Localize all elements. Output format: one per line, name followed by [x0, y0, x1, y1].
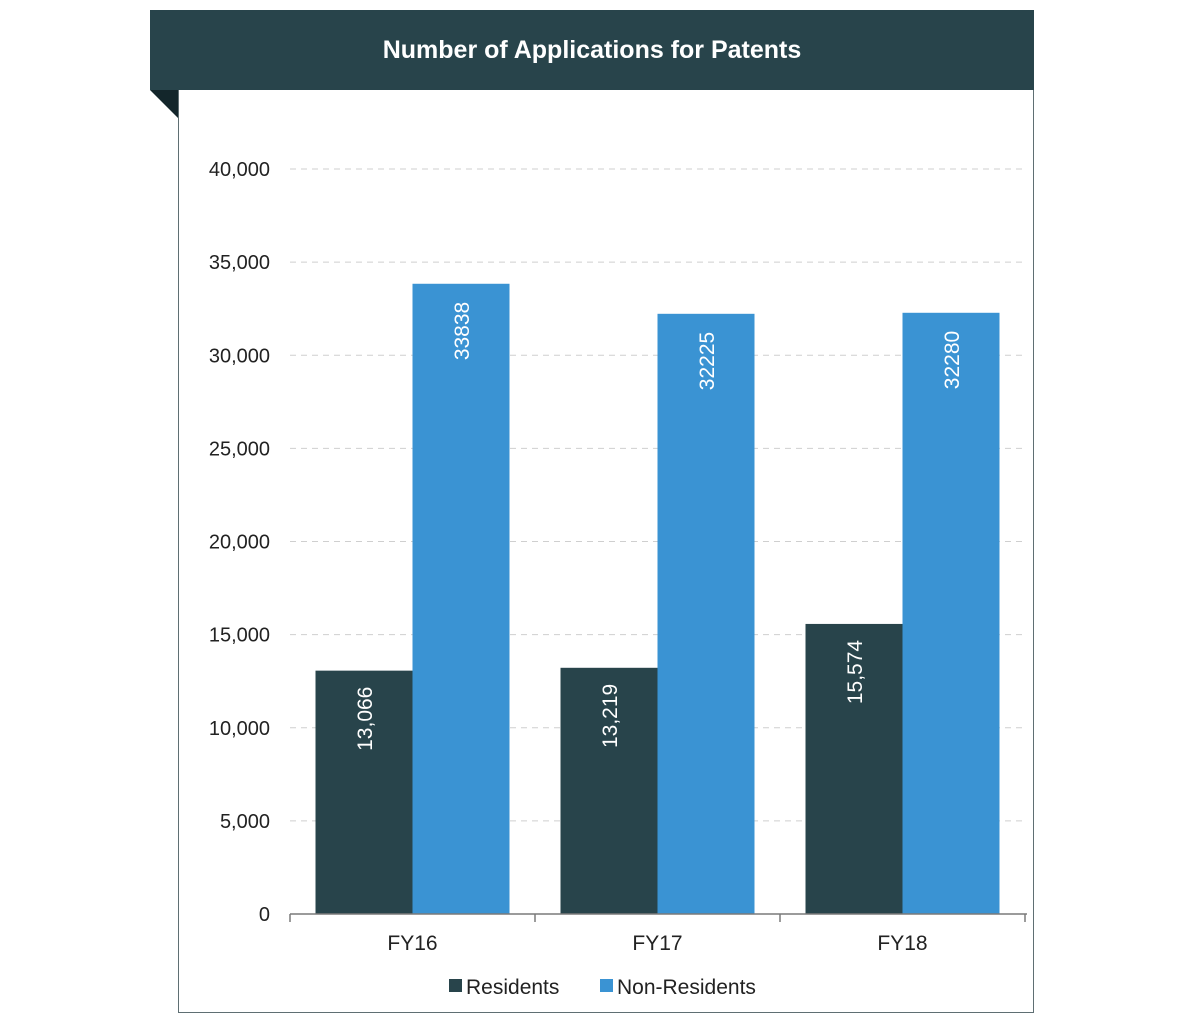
bar-non-residents-fy18 — [902, 312, 1000, 914]
y-tick-label: 5,000 — [220, 811, 270, 833]
y-axis-ticks: 0 5,000 10,000 15,000 20,000 25,000 30,000 35,0… — [209, 159, 270, 926]
y-tick-label: 25,000 — [209, 438, 270, 460]
x-axis: FY16 FY17 FY18 — [289, 913, 1027, 955]
data-label: 33838 — [451, 302, 474, 360]
y-tick-label: 40,000 — [209, 159, 270, 181]
y-tick-label: 0 — [259, 904, 270, 926]
y-tick-label: 10,000 — [209, 718, 270, 740]
data-label: 32225 — [696, 332, 719, 390]
bar-residents-fy17 — [560, 667, 658, 914]
legend-swatch — [600, 979, 613, 992]
data-label: 32280 — [941, 331, 964, 389]
banner-fold — [150, 90, 178, 118]
bars: 13,066 33838 13,219 32225 15,574 32280 — [315, 283, 1000, 915]
x-tick-label: FY17 — [632, 932, 682, 955]
y-tick-label: 30,000 — [209, 345, 270, 367]
bar-residents-fy16 — [315, 670, 413, 914]
chart-title: Number of Applications for Patents — [150, 10, 1034, 90]
x-tick-label: FY16 — [387, 932, 437, 955]
data-label: 13,066 — [354, 687, 377, 751]
y-tick-label: 20,000 — [209, 532, 270, 554]
legend: Residents Non-Residents — [449, 976, 756, 999]
data-label: 15,574 — [844, 640, 867, 705]
legend-swatch — [449, 979, 462, 992]
bar-non-residents-fy17 — [657, 313, 755, 914]
y-tick-label: 15,000 — [209, 625, 270, 647]
data-label: 13,219 — [599, 684, 622, 748]
bar-residents-fy18 — [805, 623, 903, 914]
bar-non-residents-fy16 — [412, 283, 510, 915]
legend-label: Non-Residents — [617, 976, 756, 999]
y-tick-label: 35,000 — [209, 252, 270, 274]
legend-label: Residents — [466, 976, 559, 999]
x-tick-label: FY18 — [877, 932, 927, 955]
